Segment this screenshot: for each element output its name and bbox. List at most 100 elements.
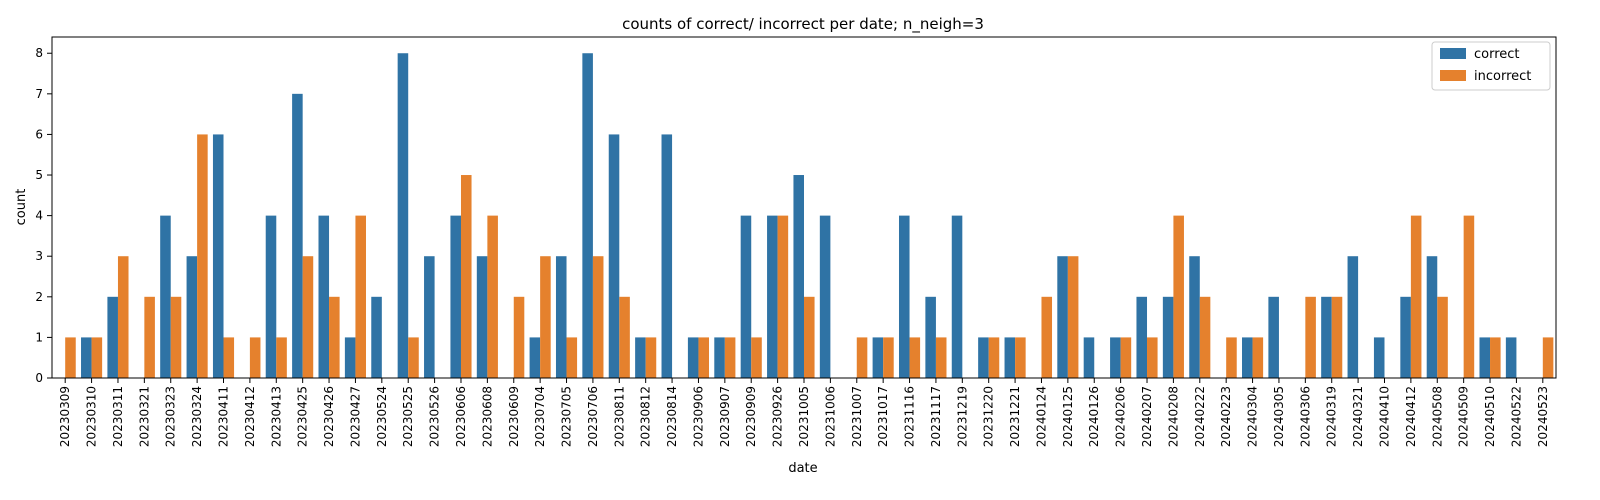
x-tick-label: 20230811 xyxy=(612,386,626,447)
x-tick-label: 20231006 xyxy=(823,386,837,447)
x-tick-label: 20230411 xyxy=(217,386,231,447)
bar-correct xyxy=(793,175,804,378)
bar-incorrect xyxy=(566,337,578,378)
bar-incorrect xyxy=(249,337,261,378)
bar-incorrect xyxy=(276,337,287,378)
bar-correct xyxy=(714,337,725,378)
y-tick-label: 8 xyxy=(35,46,43,60)
x-tick-label: 20240126 xyxy=(1087,386,1101,447)
bar-correct xyxy=(1400,296,1411,378)
bar-correct xyxy=(160,215,171,378)
x-tick-label: 20231221 xyxy=(1008,386,1022,447)
x-tick-label: 20231116 xyxy=(903,386,917,447)
x-tick-label: 20230324 xyxy=(190,386,204,447)
x-tick-label: 20231005 xyxy=(797,386,811,447)
bar-correct xyxy=(1136,296,1148,378)
bar-correct xyxy=(81,337,92,378)
bar-correct xyxy=(582,53,593,378)
bar-incorrect xyxy=(1410,215,1422,378)
bar-correct xyxy=(529,337,541,378)
bar-correct xyxy=(978,337,989,378)
bar-correct xyxy=(397,53,409,378)
bar-incorrect xyxy=(856,337,868,378)
x-tick-label: 20240321 xyxy=(1351,386,1365,447)
x-tick-label: 20231219 xyxy=(955,386,969,447)
x-tick-label: 20240508 xyxy=(1430,386,1444,447)
bar-incorrect xyxy=(460,175,472,378)
bar-incorrect xyxy=(65,337,76,378)
x-tick-label: 20231007 xyxy=(850,386,864,447)
bar-correct xyxy=(1373,337,1385,378)
x-tick-label: 20230907 xyxy=(718,386,732,447)
bar-incorrect xyxy=(197,134,208,378)
bar-correct xyxy=(872,337,884,378)
bar-correct xyxy=(608,134,620,378)
bar-correct xyxy=(292,93,303,378)
x-tick-label: 20230706 xyxy=(586,386,600,447)
legend-swatch-correct xyxy=(1440,48,1466,59)
bar-incorrect xyxy=(487,215,498,378)
plot-frame xyxy=(51,36,1557,379)
bar-correct xyxy=(1162,296,1174,378)
y-tick-label: 2 xyxy=(35,290,43,304)
bars xyxy=(65,53,1554,378)
bar-correct xyxy=(1242,337,1253,378)
bar-incorrect xyxy=(1226,337,1237,378)
bar-correct xyxy=(819,215,831,378)
bar-correct xyxy=(344,337,356,378)
x-tick-label: 20230705 xyxy=(560,386,574,447)
legend: correct incorrect xyxy=(1431,41,1551,91)
bar-incorrect xyxy=(1463,215,1475,378)
x-tick-label: 20230524 xyxy=(375,386,389,447)
bar-correct xyxy=(1083,337,1095,378)
x-tick-label: 20230412 xyxy=(243,386,257,447)
legend-label-correct: correct xyxy=(1474,47,1520,62)
x-axis-label: date xyxy=(788,461,817,476)
bar-incorrect xyxy=(935,337,947,378)
x-tick-label: 20240523 xyxy=(1536,386,1550,447)
legend-label-incorrect: incorrect xyxy=(1474,69,1531,84)
bar-correct xyxy=(212,134,224,378)
bar-incorrect xyxy=(540,256,551,378)
bar-correct xyxy=(661,134,673,378)
chart-title: counts of correct/ incorrect per date; n… xyxy=(622,15,984,34)
bar-incorrect xyxy=(408,337,419,378)
bar-correct xyxy=(898,215,910,378)
bar-incorrect xyxy=(355,215,366,378)
bar-correct xyxy=(450,215,461,378)
x-axis: 20230309 20230310 20230311 20230321 20230323… xyxy=(58,378,1550,447)
bar-incorrect xyxy=(909,337,921,378)
bar-correct xyxy=(1426,256,1438,378)
x-tick-label: 20240223 xyxy=(1219,386,1233,447)
bar-incorrect xyxy=(804,296,815,378)
x-tick-label: 20240304 xyxy=(1246,386,1260,447)
x-tick-label: 20230814 xyxy=(665,386,679,447)
bar-correct xyxy=(635,337,646,378)
bar-incorrect xyxy=(302,256,314,378)
bar-correct xyxy=(1057,256,1068,378)
bar-correct xyxy=(925,296,936,378)
bar-correct xyxy=(1268,296,1279,378)
x-tick-label: 20230909 xyxy=(744,386,758,447)
legend-swatch-incorrect xyxy=(1440,70,1466,81)
bar-correct xyxy=(318,215,330,378)
bar-correct xyxy=(1347,256,1359,378)
x-tick-label: 20230606 xyxy=(454,386,468,447)
bar-incorrect xyxy=(144,296,155,378)
bar-correct xyxy=(555,256,567,378)
x-tick-label: 20230426 xyxy=(322,386,336,447)
bar-incorrect xyxy=(1252,337,1264,378)
y-tick-label: 5 xyxy=(35,168,43,182)
x-tick-label: 20230309 xyxy=(58,386,72,447)
x-tick-label: 20231220 xyxy=(982,386,996,447)
bar-incorrect xyxy=(1331,296,1343,378)
x-tick-label: 20230311 xyxy=(111,386,125,447)
x-tick-label: 20230525 xyxy=(401,386,415,447)
x-tick-label: 20240522 xyxy=(1509,386,1523,447)
bar-correct xyxy=(1321,296,1332,378)
bar-incorrect xyxy=(883,337,894,378)
x-tick-label: 20230310 xyxy=(85,386,99,447)
bar-incorrect xyxy=(513,296,525,378)
x-tick-label: 20230704 xyxy=(533,386,547,447)
